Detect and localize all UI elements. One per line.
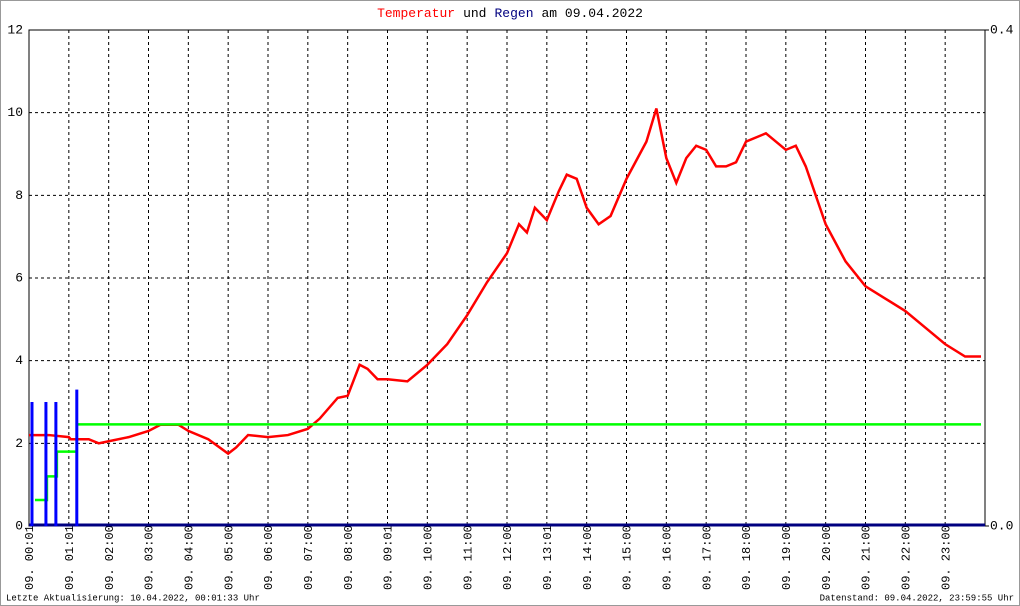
title-part: Regen xyxy=(494,6,533,21)
y-tick-label: 2 xyxy=(15,436,23,451)
y-tick-label: 8 xyxy=(15,188,23,203)
x-tick-label: 09. 17:00 xyxy=(700,525,714,590)
x-tick-label: 09. 13:01 xyxy=(541,525,555,590)
rain-bar xyxy=(30,402,34,526)
title-part: Temperatur xyxy=(377,6,455,21)
x-tick-label: 09. 00:01 xyxy=(23,525,37,590)
x-tick-label: 09. 03:00 xyxy=(143,525,157,590)
x-tick-label: 09. 16:00 xyxy=(661,525,675,590)
x-tick-label: 09. 11:00 xyxy=(461,525,475,590)
title-part: am 09.04.2022 xyxy=(542,6,643,21)
y-tick-label: 4 xyxy=(15,353,23,368)
x-tick-label: 09. 21:00 xyxy=(860,525,874,590)
x-tick-label: 09. 12:00 xyxy=(501,525,515,590)
y-tick-label: 10 xyxy=(7,105,23,120)
y2-tick-label: 0.0 xyxy=(990,518,1013,533)
x-tick-label: 09. 22:00 xyxy=(900,525,914,590)
rain-bar xyxy=(54,402,58,526)
y2-tick-label: 0.4 xyxy=(990,22,1014,37)
x-tick-label: 09. 18:00 xyxy=(740,525,754,590)
title-part: und xyxy=(463,6,486,21)
x-tick-label: 09. 06:00 xyxy=(262,525,276,590)
x-tick-label: 09. 07:00 xyxy=(302,525,316,590)
rain-bar xyxy=(44,402,48,526)
x-tick-label: 09. 23:00 xyxy=(939,525,953,590)
y-tick-label: 12 xyxy=(7,22,23,37)
y-tick-label: 6 xyxy=(15,270,23,285)
x-tick-label: 09. 04:00 xyxy=(183,525,197,590)
x-tick-label: 09. 15:00 xyxy=(621,525,635,590)
chart-title: Temperatur und Regen am 09.04.2022 xyxy=(377,6,643,21)
rain-bar xyxy=(75,389,79,526)
footer-left: Letzte Aktualisierung: 10.04.2022, 00:01… xyxy=(6,593,260,603)
x-tick-label: 09. 05:00 xyxy=(222,525,236,590)
y-tick-label: 0 xyxy=(15,518,23,533)
footer-right: Datenstand: 09.04.2022, 23:59:55 Uhr xyxy=(820,593,1014,603)
x-tick-label: 09. 01:01 xyxy=(63,525,77,590)
x-tick-label: 09. 19:00 xyxy=(780,525,794,590)
x-tick-label: 09. 08:00 xyxy=(342,525,356,590)
x-tick-label: 09. 14:00 xyxy=(581,525,595,590)
x-tick-label: 09. 20:00 xyxy=(820,525,834,590)
x-tick-label: 09. 02:00 xyxy=(103,525,117,590)
x-tick-label: 09. 09:01 xyxy=(382,525,396,590)
temperature-line xyxy=(29,108,982,456)
x-tick-label: 09. 10:00 xyxy=(422,525,436,590)
